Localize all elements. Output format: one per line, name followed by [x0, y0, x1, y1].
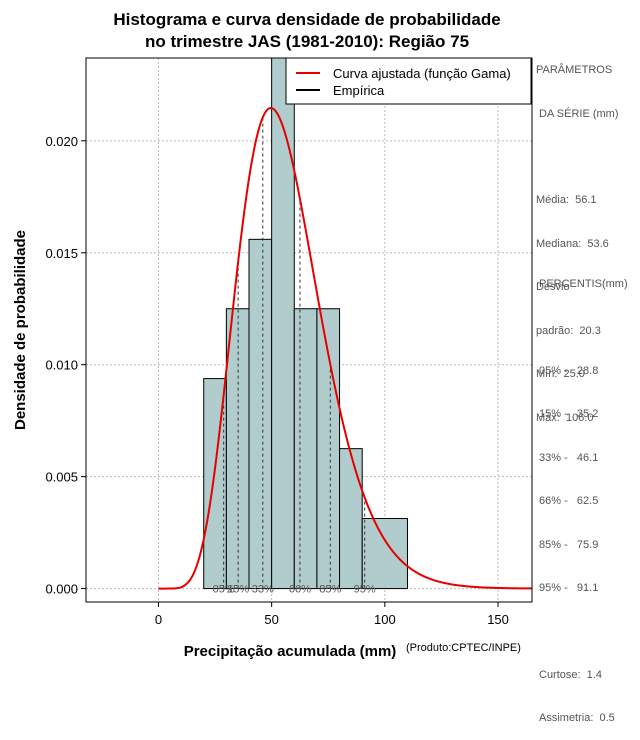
- histogram-bar-3: [271, 57, 295, 590]
- percentil-row: 95% - 91.1: [539, 582, 599, 594]
- x-tick-label: 100: [374, 612, 396, 627]
- percentis-heading: PERCENTIS(mm): [539, 278, 628, 290]
- percentile-label-5: 95%: [354, 584, 376, 596]
- legend: Curva ajustada (função Gama) Empírica: [285, 57, 532, 105]
- legend-box: [285, 57, 532, 105]
- legend-fit-label: Curva ajustada (função Gama): [333, 66, 511, 81]
- x-tick-label: 150: [487, 612, 509, 627]
- params-heading-1: PARÂMETROS: [536, 64, 613, 76]
- histogram-bars: [203, 57, 408, 590]
- fitted-curve: [158, 106, 533, 590]
- chart-title-line1: Histograma e curva densidade de probabil…: [113, 10, 500, 29]
- y-tick-label: 0.015: [45, 246, 78, 261]
- x-tick-label: 50: [264, 612, 278, 627]
- percentil-row: 05% - 28.8: [539, 364, 599, 377]
- percentis-panel: PERCENTIS(mm) 05% - 28.8 15% - 35.2 33% …: [539, 248, 628, 740]
- param-desvio-2: padrão: 20.3: [536, 324, 601, 337]
- percentile-label-4: 85%: [319, 584, 341, 596]
- assimetria-value: Assimetria: 0.5: [539, 712, 615, 724]
- param-desvio-1: Desvio: [536, 281, 570, 293]
- x-axis-title: Precipitação acumulada (mm): [184, 643, 397, 660]
- y-tick-label: 0.020: [45, 134, 78, 149]
- y-axis-title: Densidade de probabilidade: [12, 230, 29, 430]
- param-max: Máx: 106.0: [536, 411, 594, 424]
- y-tick-label: 0.010: [45, 358, 78, 373]
- histogram-bar-2: [248, 238, 273, 590]
- percentil-row: 85% - 75.9: [539, 538, 599, 551]
- params-panel: PARÂMETROS DA SÉRIE (mm) Média: 56.1 Med…: [536, 34, 619, 440]
- x-tick-label: 0: [155, 612, 162, 627]
- histogram-bar-6: [339, 448, 363, 590]
- param-media: Média: 56.1: [536, 194, 597, 206]
- params-heading-2: DA SÉRIE (mm): [536, 107, 619, 120]
- histogram-bar-7: [361, 517, 408, 590]
- percentil-row: 33% - 46.1: [539, 451, 599, 464]
- percentile-label-2: 33%: [252, 584, 274, 596]
- credit-label: (Produto:CPTEC/INPE): [406, 642, 521, 654]
- curtose-value: Curtose: 1.4: [539, 668, 602, 681]
- histogram-bar-4: [293, 308, 318, 590]
- fitted-curve-line: [158, 106, 533, 590]
- param-mediana: Mediana: 53.6: [536, 237, 609, 250]
- y-tick-label: 0.005: [45, 470, 78, 485]
- percentile-markers: 05%15% 33% 66% 85% 95%: [213, 117, 376, 596]
- percentil-row: 66% - 62.5: [539, 495, 599, 507]
- percentile-label-3: 66%: [289, 584, 311, 596]
- chart-title-line2: no trimestre JAS (1981-2010): Região 75: [145, 32, 469, 51]
- legend-empirical-label: Empírica: [333, 83, 385, 98]
- histogram-chart: Histograma e curva densidade de probabil…: [12, 10, 533, 660]
- percentile-label-1: 15%: [227, 584, 249, 596]
- y-axis: 0.000 0.005 0.010 0.015 0.020: [45, 134, 86, 597]
- percentil-row: 15% - 35.2: [539, 408, 599, 420]
- x-axis: 0 50 100 150: [155, 602, 509, 627]
- param-min: Mín: 25.0: [536, 368, 585, 380]
- percentile-label-0: 05%: [213, 584, 235, 596]
- y-tick-label: 0.000: [45, 582, 78, 597]
